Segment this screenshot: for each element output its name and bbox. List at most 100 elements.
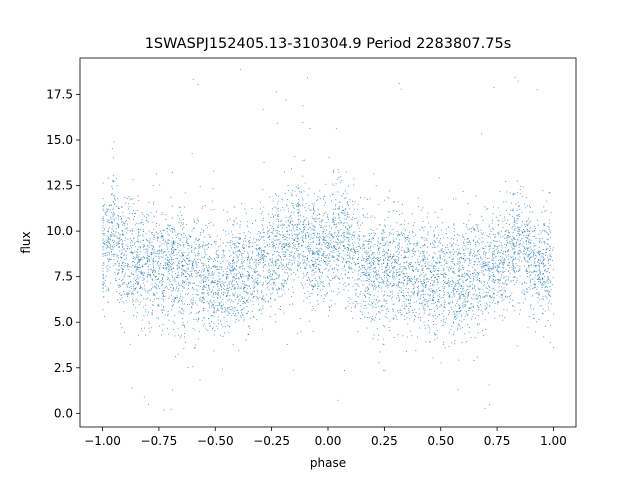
scatter-point [174,229,176,231]
scatter-point [120,280,122,282]
scatter-point [110,247,111,249]
scatter-point [304,207,306,209]
scatter-point [493,274,494,276]
scatter-point [247,251,249,253]
scatter-point [477,323,479,325]
scatter-point [197,294,199,296]
scatter-point [107,221,109,223]
scatter-point [183,274,184,275]
scatter-point [444,273,446,275]
scatter-point [388,260,390,262]
scatter-point [272,233,274,235]
scatter-point [489,247,491,249]
scatter-point [163,264,164,266]
scatter-point [158,318,160,320]
scatter-point [292,369,294,371]
scatter-point [216,289,218,291]
scatter-point [328,283,330,285]
scatter-point [111,240,113,242]
scatter-point [423,312,425,314]
scatter-point [263,217,265,219]
scatter-point [373,262,374,264]
scatter-point [342,241,344,243]
scatter-point [298,206,299,208]
scatter-point [365,250,367,252]
scatter-point [373,281,375,282]
scatter-point [474,275,476,277]
scatter-point [475,245,477,247]
scatter-point [537,274,539,276]
scatter-point [439,255,441,257]
scatter-point [504,234,506,236]
scatter-point [366,263,368,265]
scatter-point [403,315,405,317]
scatter-point [207,243,209,245]
scatter-point [413,266,414,268]
scatter-point [432,290,434,292]
scatter-point [460,285,462,287]
scatter-point [366,241,368,243]
scatter-point [423,280,425,282]
scatter-point [384,294,385,296]
scatter-point [468,275,470,277]
scatter-point [258,273,259,275]
scatter-point [478,279,480,281]
scatter-point [367,217,369,219]
scatter-point [219,303,221,305]
scatter-point [282,279,284,281]
scatter-point [526,247,528,249]
scatter-point [302,227,304,229]
scatter-point [372,258,374,260]
scatter-point [238,278,240,280]
scatter-point [318,248,320,250]
scatter-point [131,293,133,294]
scatter-point [544,210,546,212]
scatter-point [339,282,341,284]
scatter-point [275,247,277,249]
scatter-point [225,277,227,279]
scatter-point [285,204,287,206]
scatter-point [539,263,541,265]
scatter-point [408,311,410,313]
scatter-point [505,276,507,277]
scatter-point [213,350,215,352]
scatter-point [444,259,446,260]
scatter-point [104,279,106,281]
scatter-point [347,277,348,279]
scatter-point [313,208,314,209]
scatter-point [334,205,336,207]
scatter-point [439,289,440,291]
scatter-point [404,303,406,305]
scatter-point [230,306,232,308]
scatter-point [368,240,370,242]
scatter-point [216,260,218,262]
scatter-point [413,293,415,295]
scatter-point [161,290,163,292]
scatter-point [458,267,460,269]
scatter-point [213,281,215,283]
scatter-point [158,278,159,280]
scatter-point [338,214,340,216]
scatter-point [436,262,438,264]
scatter-point [440,262,442,264]
scatter-point [378,266,380,268]
scatter-point [526,288,528,290]
scatter-point [489,237,491,239]
scatter-point [111,251,113,252]
scatter-point [286,205,288,207]
scatter-point [538,278,540,279]
scatter-point [404,255,406,257]
scatter-point [514,245,516,247]
scatter-point [352,244,354,246]
scatter-point [333,250,335,251]
scatter-point [121,265,123,266]
scatter-point [453,317,455,319]
scatter-point [131,273,133,275]
scatter-point [341,195,343,197]
scatter-point [298,243,300,245]
scatter-point [219,245,221,247]
scatter-point [151,254,152,255]
scatter-point [370,294,372,296]
scatter-point [313,206,314,208]
scatter-point [237,278,239,280]
